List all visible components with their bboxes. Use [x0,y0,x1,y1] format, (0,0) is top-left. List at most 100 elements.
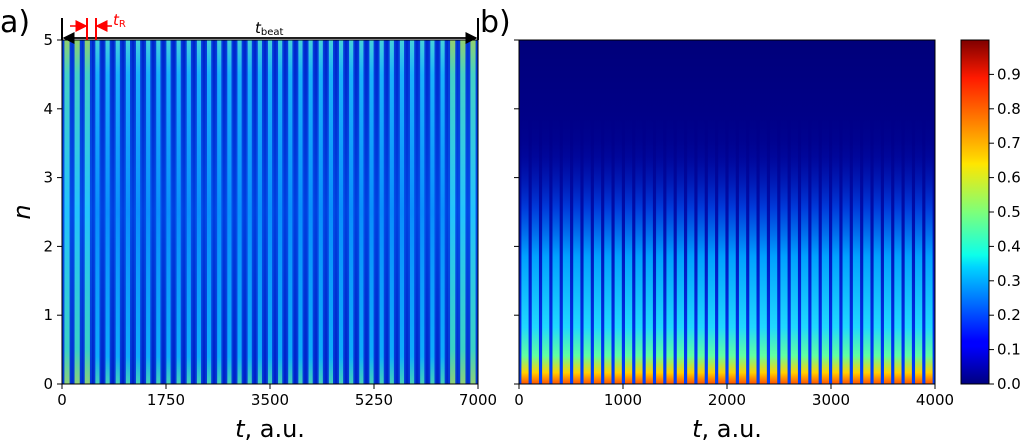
x-tick-label: 0 [57,391,67,409]
heatmap-a-stripe [450,40,456,384]
heatmap-a-stripe-glow [154,40,163,384]
heatmap-a-stripe-glow [185,40,193,384]
colorbar-tick-label: 0.4 [997,237,1021,255]
heatmap-b-stripe [915,100,923,384]
heatmap-b-stripe [604,100,612,384]
heatmap-a-stripe [227,40,232,384]
heatmap-a-stripe [125,40,130,384]
x-axis-label-b: t, a.u. [692,415,762,443]
colorbar: 0.0 0.1 0.2 0.3 0.4 0.5 0.6 0.7 0.8 0.9 [960,39,1021,393]
heatmap-b-stripe [656,100,664,384]
heatmap-a-stripe-glow [276,40,284,384]
heatmap-b-stripe [666,100,674,384]
heatmap-a-stripe [257,40,262,384]
heatmap-b-stripe [894,100,902,384]
colorbar-tick-label: 0.6 [997,169,1021,187]
panel-label-a: a) [0,5,30,40]
heatmap-a-stripe-glow [134,40,142,384]
heatmap-a-stripe [440,40,445,384]
heatmap-a-stripe-glow [448,40,458,384]
y-tick-label: 5 [43,31,53,49]
revival-label-t: t [113,11,120,29]
heatmap-a-stripe-glow [72,40,82,384]
x-tick-label: 0 [514,391,524,409]
heatmap-b-stripe [593,100,602,384]
colorbar-tick-label: 0.3 [997,272,1021,290]
heatmap-a-stripe [135,40,141,384]
heatmap-a-stripe-glow [245,40,254,384]
y-tick-label: 0 [43,375,53,393]
heatmap-b-stripe [863,100,871,384]
heatmap-a-stripe-glow [266,40,274,384]
heatmap-a-stripe-glow [215,40,224,384]
y-axis-label-a: n [8,204,36,219]
heatmap-a-stripe-glow [418,40,427,384]
heatmap-a-stripe [328,40,333,384]
heatmap-a-stripe [64,40,70,384]
heatmap-a-stripe-glow [458,40,468,384]
heatmap-b-stripe [687,100,695,384]
beat-label-t: t [255,19,262,37]
heatmap-a-stripe-glow [347,40,355,384]
x-tick-label: 3500 [251,391,289,409]
heatmap-a-stripe [359,40,364,384]
heatmap-a-stripe-glow [205,40,213,384]
y-tick-label: 1 [43,306,53,324]
heatmap-a-stripe-glow [256,40,264,384]
x-tick-label: 7000 [459,391,497,409]
x-axis-label-b-unit: , a.u. [701,415,761,443]
heatmap-a-stripe [217,40,222,384]
heatmap-a-stripe-glow [174,40,183,384]
colorbar-ticks: 0.0 0.1 0.2 0.3 0.4 0.5 0.6 0.7 0.8 0.9 [989,65,1021,393]
panel-label-b: b) [480,5,511,40]
heatmap-a-stripe [95,40,100,384]
heatmap-a-stripe [247,40,252,384]
heatmap-b-stripe [821,100,830,384]
heatmap-b-stripe [552,100,560,384]
heatmap-a-stripe-glow [316,40,325,384]
heatmap-b-stripe [562,100,571,384]
heatmap-a-stripe [207,40,212,384]
heatmap-a-stripe-glow [398,40,406,384]
heatmap-b-background [519,40,935,384]
heatmap-b-stripe [770,100,778,384]
heatmap-b-stripe [624,100,633,384]
heatmap-a-stripe-glow [438,40,447,384]
heatmap-a-stripes [62,40,478,384]
heatmap-a-stripe-glow [357,40,366,384]
axes-a-ticks: 0 1750 3500 5250 7000 0 1 2 3 4 5 [43,31,497,409]
heatmap-a-stripe [278,40,283,384]
heatmap-b-stripe [707,100,716,384]
heatmap-a-stripe [74,40,80,384]
heatmap-a-stripe [369,40,374,384]
heatmap-b-stripe [728,100,736,384]
x-tick-label: 2000 [708,391,746,409]
heatmap-a-stripe [267,40,273,384]
heatmap-a-stripe-glow [296,40,305,384]
heatmap-a-stripe [460,40,466,384]
revival-label-sub: R [119,19,126,30]
heatmap-a-stripe-glow [144,40,152,384]
heatmap-b-stripe [780,100,788,384]
heatmap-a-stripe [146,40,151,384]
heatmap-b-stripe [521,100,529,384]
panel-b: 0 1000 2000 3000 4000 b) t, a.u. [480,5,954,443]
heatmap-a-stripe [318,40,323,384]
heatmap-a-stripe [115,40,120,384]
heatmap-a-stripe [166,40,171,384]
heatmap-a-stripe [308,40,313,384]
heatmap-a-stripe-glow [286,40,295,384]
x-tick-label: 4000 [916,391,954,409]
x-tick-label: 5250 [355,391,393,409]
y-tick-label: 3 [43,169,53,187]
heatmap-a-stripe-glow [195,40,203,384]
heatmap-a-stripe-glow [367,40,376,384]
heatmap-a-stripe-glow [428,40,437,384]
heatmap-b-stripe [883,100,892,384]
heatmap-a-stripe-glow [113,40,122,384]
heatmap-a-stripe-glow [225,40,234,384]
y-tick-label: 2 [43,237,53,255]
heatmap-b-stripe [645,100,653,384]
x-tick-label: 3000 [812,391,850,409]
heatmap-a-stripe [186,40,191,384]
